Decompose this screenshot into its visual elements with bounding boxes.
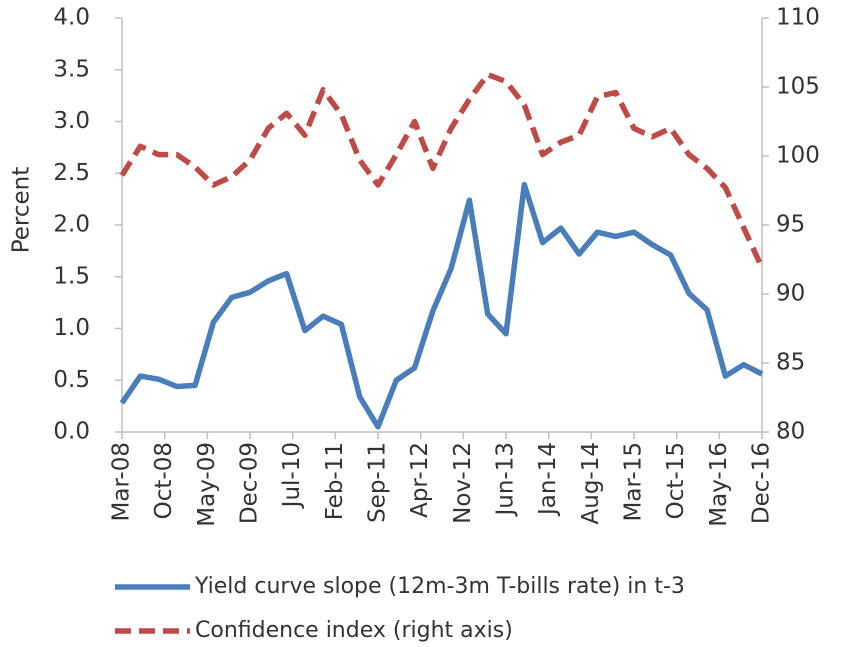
x-tick-label: Dec-16 <box>749 442 775 524</box>
x-tick-label: Feb-11 <box>322 442 348 520</box>
x-tick-label: Nov-12 <box>450 442 476 524</box>
y-tick-label: 0.5 <box>53 367 90 393</box>
x-tick-label: Dec-09 <box>237 442 263 524</box>
x-tick-label: Oct-15 <box>663 442 689 519</box>
x-tick-label: May-16 <box>706 442 732 527</box>
x-tick-label: Mar-08 <box>109 442 135 522</box>
y2-tick-label: 90 <box>776 281 805 307</box>
y-tick-label: 3.0 <box>53 108 90 134</box>
x-tick-label: Aug-14 <box>578 442 604 524</box>
x-tick-label: Apr-12 <box>407 442 433 518</box>
y-tick-label: 2.5 <box>53 160 90 186</box>
y-tick-label: 3.5 <box>53 56 90 82</box>
y-tick-label: 2.0 <box>53 212 90 238</box>
y2-tick-label: 100 <box>776 143 820 169</box>
series-line <box>119 181 764 430</box>
y2-tick-label: 95 <box>776 212 805 238</box>
y-axis-label: Percent <box>9 167 35 254</box>
x-tick-label: Jul-10 <box>279 442 305 509</box>
y2-tick-label: 110 <box>776 5 820 31</box>
x-tick-label: Jan-14 <box>535 442 561 517</box>
x-tick-label: Sep-11 <box>365 442 391 523</box>
legend-label: Yield curve slope (12m-3m T-bills rate) … <box>194 574 685 599</box>
legend-label: Confidence index (right axis) <box>195 618 513 643</box>
series-line <box>119 71 765 269</box>
x-tick-label: May-09 <box>194 442 220 527</box>
y-tick-label: 0.0 <box>53 419 90 445</box>
y2-tick-label: 85 <box>776 350 805 376</box>
y-tick-label: 1.5 <box>53 263 90 289</box>
x-tick-label: Mar-15 <box>621 442 647 522</box>
y2-tick-label: 105 <box>776 74 820 100</box>
y-tick-label: 1.0 <box>53 315 90 341</box>
x-tick-label: Oct-08 <box>151 442 177 519</box>
x-tick-label: Jun-13 <box>493 442 519 518</box>
y2-tick-label: 80 <box>776 419 805 445</box>
y-tick-label: 4.0 <box>53 5 90 31</box>
